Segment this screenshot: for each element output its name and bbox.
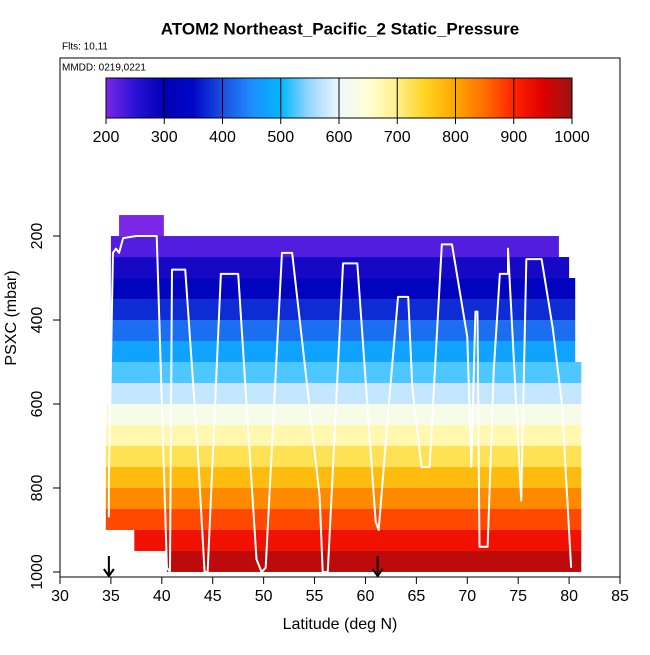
annotation: Flts: 10,11 — [62, 42, 108, 53]
colorbar-tick-label: 800 — [442, 129, 469, 146]
y-tick-label: 400 — [29, 307, 46, 334]
colorbar-tick-label: 600 — [326, 129, 353, 146]
pressure-band — [110, 362, 582, 384]
pressure-band — [166, 550, 582, 572]
pressure-band — [110, 299, 576, 321]
y-tick-label: 800 — [29, 475, 46, 502]
pressure-band — [105, 508, 582, 530]
pressure-band — [105, 424, 582, 446]
pressure-band — [105, 445, 582, 467]
y-axis-label: PSXC (mbar) — [3, 270, 20, 365]
pressure-band — [105, 404, 582, 425]
flight-track — [107, 235, 573, 573]
y-tick-label: 200 — [29, 223, 46, 250]
x-tick-label: 60 — [357, 588, 375, 605]
x-tick-label: 50 — [255, 588, 273, 605]
pressure-band — [110, 341, 576, 363]
pressure-band — [110, 383, 582, 404]
x-tick-label: 45 — [204, 588, 222, 605]
x-tick-label: 75 — [509, 588, 527, 605]
x-axis-label: Latitude (deg N) — [283, 616, 398, 633]
annotation: MMDD: 0219,0221 — [62, 63, 146, 74]
position-arrow — [371, 556, 384, 578]
x-tick-label: 35 — [102, 588, 120, 605]
colorbar-tick-label: 1000 — [554, 129, 590, 146]
y-tick-label: 1000 — [29, 554, 46, 590]
x-tick-label: 55 — [306, 588, 324, 605]
x-tick-label: 80 — [560, 588, 578, 605]
x-tick-label: 40 — [153, 588, 171, 605]
plot-frame — [59, 57, 621, 578]
y-tick-label: 600 — [29, 391, 46, 418]
pressure-band — [110, 320, 576, 342]
pressure-band — [134, 529, 582, 551]
position-arrow — [103, 556, 115, 578]
pressure-band — [105, 466, 582, 488]
colorbar-tick-label: 300 — [151, 129, 178, 146]
colorbar-tick-label: 700 — [384, 129, 411, 146]
colorbar-tick-label: 900 — [500, 129, 527, 146]
pressure-band — [105, 487, 582, 509]
x-tick-label: 85 — [611, 588, 629, 605]
x-tick-label: 70 — [458, 588, 476, 605]
x-tick-label: 30 — [51, 588, 69, 605]
chart-title: ATOM2 Northeast_Pacific_2 Static_Pressur… — [161, 19, 519, 38]
x-tick-label: 65 — [407, 588, 425, 605]
colorbar-tick-label: 500 — [267, 129, 294, 146]
colorbar-tick-label: 400 — [209, 129, 236, 146]
pressure-band — [119, 215, 164, 237]
pressure-band — [110, 236, 559, 258]
colorbar-tick-label: 200 — [93, 129, 120, 146]
